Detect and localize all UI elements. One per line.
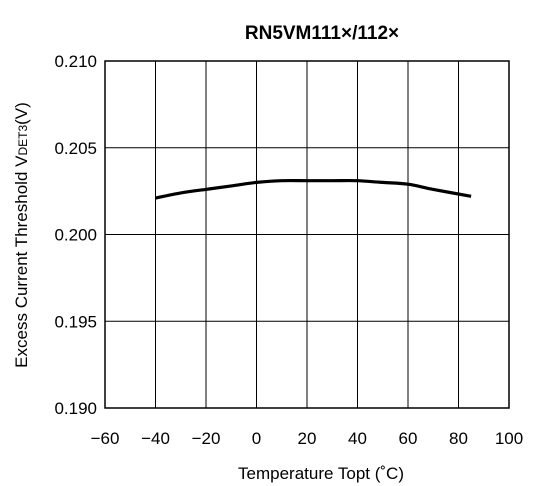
series-layer <box>155 178 472 200</box>
y-tick-label: 0.195 <box>54 312 97 331</box>
y-axis-label: Excess Current Threshold VDET3(V) <box>12 102 31 368</box>
x-tick-label: 80 <box>449 429 468 448</box>
x-tick-label: 40 <box>348 429 367 448</box>
x-axis-label: Temperature Topt (˚C) <box>238 464 404 483</box>
y-tick-label: 0.200 <box>54 226 97 245</box>
grid <box>105 61 509 408</box>
y-tick-labels: 0.190 0.195 0.200 0.205 0.210 <box>54 52 97 418</box>
y-axis-label-main: Excess Current Threshold V <box>12 155 31 368</box>
x-tick-label: −20 <box>192 429 221 448</box>
x-tick-label: 20 <box>298 429 317 448</box>
series-line <box>155 178 472 200</box>
x-tick-label: −40 <box>141 429 170 448</box>
plot-area <box>104 60 510 409</box>
y-axis-label-subscript: DET3 <box>16 125 30 156</box>
x-tick-label: 60 <box>399 429 418 448</box>
y-tick-label: 0.190 <box>54 399 97 418</box>
x-tick-label: 100 <box>495 429 523 448</box>
y-tick-label: 0.205 <box>54 139 97 158</box>
y-tick-label: 0.210 <box>54 52 97 71</box>
x-tick-label: −60 <box>91 429 120 448</box>
chart-title: RN5VM111×/112× <box>245 23 399 44</box>
x-tick-labels: −60 −40 −20 0 20 40 60 80 100 <box>91 429 524 448</box>
y-axis-label-unit: (V) <box>12 102 31 125</box>
x-tick-label: 0 <box>252 429 261 448</box>
